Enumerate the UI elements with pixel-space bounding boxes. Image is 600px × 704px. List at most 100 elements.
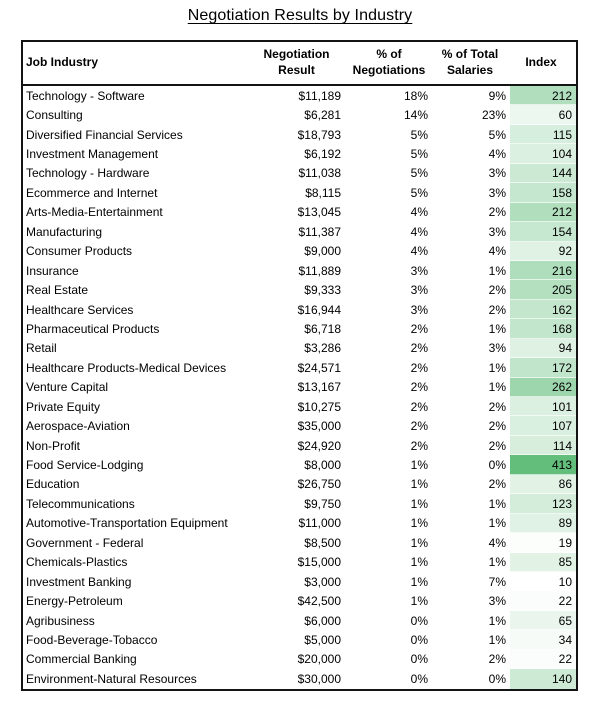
- pct-negotiations-cell: 4%: [410, 244, 428, 259]
- negotiation-result-cell: $5,000: [304, 632, 341, 647]
- table-row: Chemicals-Plastics $15,000 1% 1% 85: [23, 552, 576, 572]
- industry-cell: Pharmaceutical Products: [26, 321, 160, 336]
- table-row: Real Estate $9,333 3% 2% 205: [23, 280, 576, 300]
- negotiation-result-cell: $9,000: [304, 244, 341, 259]
- table-row: Consulting $6,281 14% 23% 60: [23, 105, 576, 125]
- industry-cell: Telecommunications: [26, 496, 135, 511]
- index-cell: 65: [510, 610, 576, 631]
- table-row: Private Equity $10,275 2% 2% 101: [23, 397, 576, 417]
- index-cell: 140: [510, 669, 576, 689]
- table-row: Investment Banking $3,000 1% 7% 10: [23, 571, 576, 592]
- pct-total-salaries-cell: 4%: [488, 244, 506, 259]
- index-cell: 114: [510, 435, 576, 456]
- negotiation-result-cell: $8,000: [304, 458, 341, 473]
- pct-negotiations-cell: 5%: [410, 166, 428, 181]
- pct-negotiations-cell: 2%: [410, 419, 428, 434]
- pct-negotiations-cell: 1%: [410, 574, 428, 589]
- industry-cell: Insurance: [26, 263, 79, 278]
- table-row: Pharmaceutical Products $6,718 2% 1% 168: [23, 319, 576, 339]
- table-row: Technology - Hardware $11,038 5% 3% 144: [23, 163, 576, 184]
- pct-negotiations-cell: 14%: [403, 108, 428, 123]
- industry-cell: Healthcare Services: [26, 302, 134, 317]
- pct-total-salaries-cell: 2%: [488, 652, 506, 667]
- index-cell: 413: [510, 455, 576, 475]
- table-row: Insurance $11,889 3% 1% 216: [23, 260, 576, 281]
- pct-negotiations-cell: 1%: [410, 458, 428, 473]
- index-cell: 89: [510, 513, 576, 534]
- index-cell: 101: [510, 397, 576, 417]
- table-row: Aerospace-Aviation $35,000 2% 2% 107: [23, 416, 576, 436]
- pct-negotiations-cell: 5%: [410, 147, 428, 162]
- industry-cell: Real Estate: [26, 283, 89, 298]
- pct-negotiations-cell: 3%: [410, 263, 428, 278]
- pct-total-salaries-cell: 3%: [488, 166, 506, 181]
- negotiation-result-cell: $8,115: [305, 185, 341, 200]
- index-cell: 86: [510, 474, 576, 495]
- table-row: Healthcare Products-Medical Devices $24,5…: [23, 358, 576, 378]
- industry-cell: Ecommerce and Internet: [26, 185, 158, 200]
- pct-total-salaries-cell: 9%: [488, 88, 506, 103]
- pct-total-salaries-cell: 2%: [488, 399, 506, 414]
- negotiation-result-cell: $11,000: [298, 516, 342, 531]
- header-pct-total-salaries: % of Total Salaries: [441, 47, 499, 77]
- pct-negotiations-cell: 0%: [410, 652, 428, 667]
- negotiation-result-cell: $42,500: [297, 594, 341, 609]
- pct-total-salaries-cell: 2%: [488, 302, 506, 317]
- index-cell: 92: [510, 241, 576, 261]
- industry-cell: Technology - Hardware: [26, 166, 150, 181]
- pct-negotiations-cell: 1%: [410, 516, 428, 531]
- negotiation-result-cell: $8,500: [304, 535, 341, 550]
- index-cell: 10: [510, 571, 576, 592]
- table-row: Agribusiness $6,000 0% 1% 65: [23, 610, 576, 631]
- industry-cell: Aerospace-Aviation: [26, 419, 130, 434]
- industry-cell: Diversified Financial Services: [26, 127, 183, 142]
- industry-cell: Environment-Natural Resources: [26, 671, 197, 686]
- pct-negotiations-cell: 5%: [410, 185, 428, 200]
- table-row: Automotive-Transportation Equipment $11,0…: [23, 513, 576, 534]
- industry-cell: Manufacturing: [26, 224, 103, 239]
- pct-total-salaries-cell: 2%: [488, 438, 506, 453]
- pct-negotiations-cell: 4%: [410, 224, 428, 239]
- negotiation-result-cell: $10,275: [297, 399, 341, 414]
- table-row: Retail $3,286 2% 3% 94: [23, 338, 576, 359]
- index-cell: 154: [510, 222, 576, 242]
- header-job-industry: Job Industry: [26, 55, 99, 70]
- negotiation-result-cell: $6,000: [304, 613, 341, 628]
- index-cell: 162: [510, 299, 576, 320]
- index-cell: 19: [510, 533, 576, 553]
- industry-cell: Investment Management: [26, 147, 159, 162]
- industry-cell: Technology - Software: [26, 88, 145, 103]
- negotiation-result-cell: $24,920: [297, 438, 341, 453]
- table-row: Arts-Media-Entertainment $13,045 4% 2% 212: [23, 202, 576, 223]
- pct-total-salaries-cell: 3%: [488, 224, 506, 239]
- industry-cell: Energy-Petroleum: [26, 594, 123, 609]
- table-row: Education $26,750 1% 2% 86: [23, 474, 576, 495]
- industry-cell: Non-Profit: [26, 438, 81, 453]
- table-row: Manufacturing $11,387 4% 3% 154: [23, 222, 576, 242]
- negotiation-result-cell: $3,000: [304, 574, 341, 589]
- industry-cell: Food Service-Lodging: [26, 458, 144, 473]
- index-cell: 115: [510, 124, 576, 145]
- index-cell: 22: [510, 591, 576, 611]
- pct-total-salaries-cell: 1%: [488, 613, 506, 628]
- index-cell: 262: [510, 377, 576, 397]
- industry-cell: Investment Banking: [26, 574, 132, 589]
- page-title: Negotiation Results by Industry: [187, 7, 413, 24]
- industry-cell: Healthcare Products-Medical Devices: [26, 360, 227, 375]
- negotiation-result-cell: $18,793: [297, 127, 341, 142]
- negotiation-result-cell: $6,192: [304, 147, 341, 162]
- table-row: Technology - Software $11,189 18% 9% 212: [23, 86, 576, 106]
- negotiation-result-cell: $16,944: [297, 302, 341, 317]
- pct-total-salaries-cell: 2%: [488, 205, 506, 220]
- industry-cell: Consulting: [26, 108, 83, 123]
- negotiation-result-cell: $13,167: [297, 380, 341, 395]
- pct-total-salaries-cell: 3%: [488, 185, 506, 200]
- pct-total-salaries-cell: 1%: [488, 632, 506, 647]
- table-row: Commercial Banking $20,000 0% 2% 22: [23, 649, 576, 670]
- table-body: Technology - Software $11,189 18% 9% 212 Cons…: [23, 86, 576, 689]
- negotiation-result-cell: $26,750: [297, 477, 341, 492]
- negotiation-result-cell: $11,889: [298, 263, 342, 278]
- table-row: Investment Management $6,192 5% 4% 104: [23, 144, 576, 164]
- table-row: Energy-Petroleum $42,500 1% 3% 22: [23, 591, 576, 611]
- negotiation-result-cell: $35,000: [297, 419, 341, 434]
